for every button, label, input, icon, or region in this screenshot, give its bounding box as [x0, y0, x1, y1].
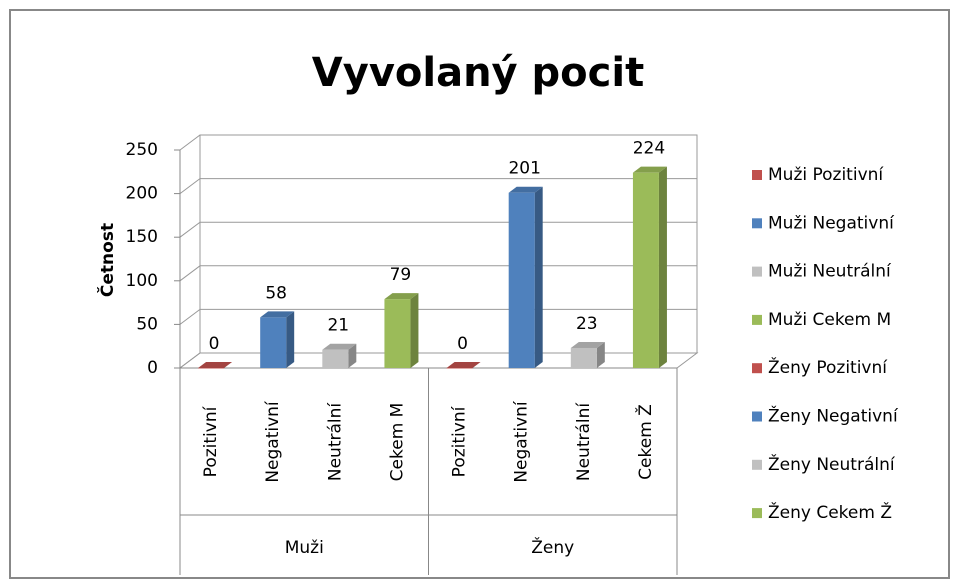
legend-label: Ženy Neutrální: [768, 453, 896, 475]
y-tick-label: 150: [126, 227, 158, 247]
data-label: 201: [508, 159, 540, 179]
data-label: 224: [633, 139, 665, 159]
legend-swatch: [752, 266, 762, 277]
legend-swatch: [752, 314, 762, 325]
bar-side: [286, 311, 295, 368]
bar-top: [632, 166, 667, 173]
bar-top: [570, 341, 605, 348]
x-tick-label: Pozitivní: [201, 405, 221, 477]
bar-top: [508, 186, 543, 193]
y-tick-label: 200: [126, 184, 158, 204]
group-label: Muži: [285, 538, 324, 558]
chart-title: Vyvolaný pocit: [312, 50, 644, 96]
bar-top: [260, 311, 295, 318]
grid-line: [179, 134, 697, 151]
x-tick-label: Pozitivní: [450, 405, 470, 477]
bar-side: [596, 341, 605, 368]
x-tick-label: Neutrální: [574, 402, 594, 482]
bar: [384, 299, 411, 368]
legend-label: Ženy Pozitivní: [768, 356, 888, 378]
x-tick-label: Cekem M: [387, 403, 407, 482]
bar-side: [410, 293, 419, 368]
data-label: 23: [576, 314, 598, 334]
legend-swatch: [752, 218, 762, 229]
x-tick-label: Neutrální: [325, 402, 345, 482]
legend-label: Muži Negativní: [768, 213, 895, 233]
bar: [570, 347, 597, 368]
bar-top: [198, 362, 233, 368]
legend-label: Muži Neutrální: [768, 262, 892, 282]
x-tick-label: Negativní: [263, 400, 283, 483]
legend-swatch: [752, 459, 762, 470]
group-label: Ženy: [531, 536, 574, 558]
bar: [508, 192, 535, 368]
chart-frame: [9, 9, 950, 579]
legend-label: Muži Pozitivní: [768, 165, 884, 185]
data-label: 21: [327, 316, 349, 336]
legend-label: Ženy Cekem Ž: [768, 501, 892, 523]
y-tick-label: 250: [126, 140, 158, 160]
bar-side: [534, 186, 543, 368]
data-label: 79: [390, 265, 412, 285]
grid-line: [179, 178, 697, 195]
bar: [446, 368, 473, 369]
y-tick-label: 100: [126, 271, 158, 291]
bar: [632, 172, 659, 368]
legend-label: Ženy Negativní: [768, 405, 899, 427]
y-axis-label: Četnost: [96, 223, 118, 297]
legend-swatch: [752, 170, 762, 180]
y-tick-label: 0: [147, 358, 158, 378]
y-tick-label: 50: [136, 314, 158, 334]
legend-swatch: [752, 508, 762, 519]
data-label: 0: [457, 334, 468, 354]
bar-top: [322, 343, 357, 350]
bar-side: [348, 343, 357, 368]
bar: [322, 349, 349, 368]
bar-top: [384, 293, 419, 300]
legend-swatch: [752, 363, 762, 374]
legend-swatch: [752, 411, 762, 422]
x-tick-label: Negativní: [512, 400, 532, 483]
bar-side: [658, 166, 667, 368]
bar: [260, 317, 287, 368]
bar-top: [446, 362, 481, 368]
data-label: 58: [265, 283, 287, 303]
bar: [198, 368, 225, 369]
legend-label: Muži Cekem M: [768, 310, 891, 330]
x-tick-label: Cekem Ž: [634, 404, 656, 480]
data-label: 0: [209, 334, 220, 354]
